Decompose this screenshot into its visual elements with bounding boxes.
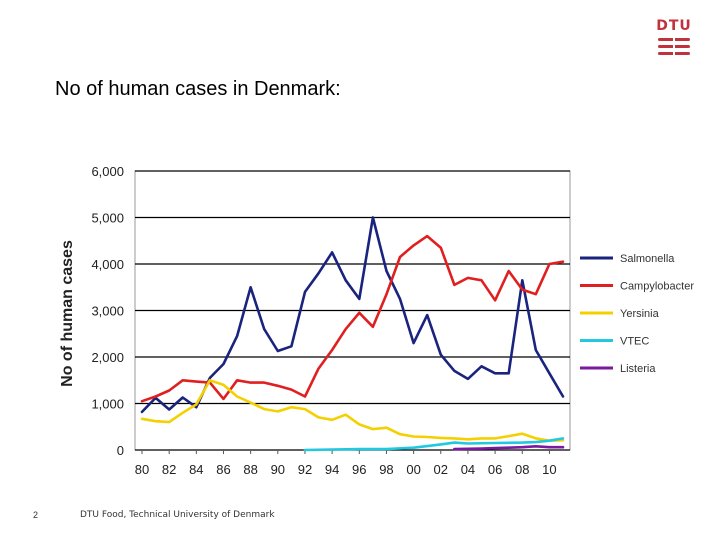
y-tick-label: 2,000: [91, 350, 124, 365]
series-line-yersinia: [140, 378, 565, 443]
page-number: 2: [33, 510, 39, 520]
footer-organization: DTU Food, Technical University of Denmar…: [80, 510, 275, 520]
x-tick-label: 88: [243, 462, 257, 477]
x-tick-label: 86: [216, 462, 230, 477]
y-tick-label: 1,000: [91, 397, 124, 412]
x-tick-label: 04: [461, 462, 475, 477]
x-tick-label: 84: [189, 462, 203, 477]
y-tick-label: 0: [117, 443, 124, 458]
x-tick-label: 92: [298, 462, 312, 477]
x-tick-label: 80: [135, 462, 149, 477]
series-line-listeria: [453, 444, 565, 451]
x-tick-label: 98: [379, 462, 393, 477]
logo-stripes-icon: [658, 37, 690, 57]
legend-label: Campylobacter: [620, 281, 694, 293]
x-axis-ticks: 80 82 84 86 88 90 92 94 96 98 00 02 04 06 08 10: [135, 450, 557, 477]
legend-label: Listeria: [620, 363, 656, 375]
x-tick-label: 96: [352, 462, 366, 477]
legend-label: Yersinia: [620, 308, 660, 320]
y-tick-label: 6,000: [91, 164, 124, 179]
series-line-salmonella: [140, 216, 565, 414]
logo-text: DTU: [656, 18, 692, 34]
y-tick-label: 5,000: [91, 211, 124, 226]
y-tick-label: 3,000: [91, 304, 124, 319]
x-tick-label: 00: [406, 462, 420, 477]
x-tick-label: 10: [542, 462, 556, 477]
x-tick-label: 06: [488, 462, 502, 477]
legend-label: Salmonella: [620, 253, 675, 265]
x-tick-label: 90: [271, 462, 285, 477]
x-tick-label: 94: [325, 462, 339, 477]
x-tick-label: 02: [434, 462, 448, 477]
x-tick-label: 82: [162, 462, 176, 477]
series-lines: [140, 216, 565, 452]
legend-label: VTEC: [620, 336, 649, 348]
series-line-campylobacter: [140, 234, 565, 403]
legend: Salmonella Campylobacter Yersinia VTEC Liste…: [580, 253, 694, 375]
slide-title: No of human cases in Denmark:: [55, 78, 341, 100]
y-tick-label: 4,000: [91, 257, 124, 272]
y-axis-ticks: 0 1,000 2,000 3,000 4,000 5,000 6,000: [91, 164, 124, 458]
series-line-vtec: [303, 437, 565, 452]
x-tick-label: 08: [515, 462, 529, 477]
y-axis-label: No of human cases: [59, 240, 76, 387]
dtu-logo: DTU: [654, 18, 694, 66]
